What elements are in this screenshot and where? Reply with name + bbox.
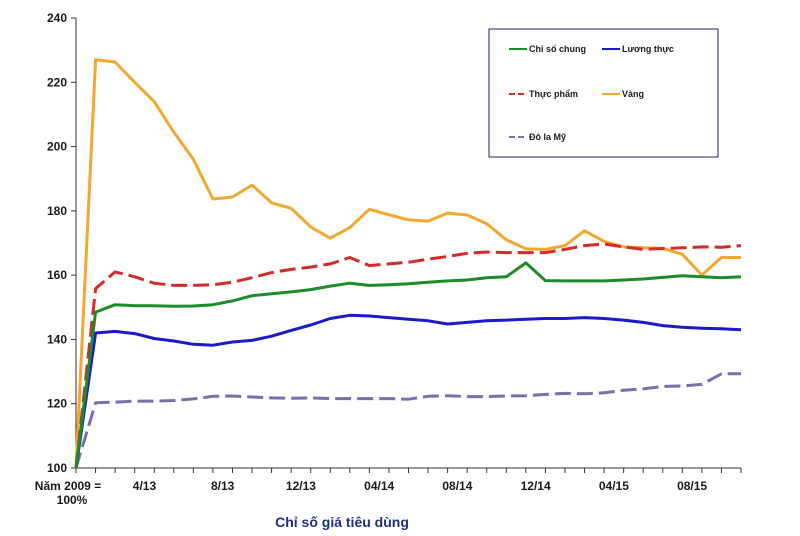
y-tick-label: 140 bbox=[47, 332, 67, 346]
series-line-4 bbox=[74, 372, 741, 469]
axes: 100 120 140 160 180 200 220 240 4/13 8/13 12/13 04/… bbox=[47, 11, 742, 493]
legend-label: Vàng bbox=[622, 89, 644, 99]
series-line-0 bbox=[74, 261, 742, 469]
x-origin-label-line1: Năm 2009 = bbox=[35, 479, 101, 493]
x-origin-label-line2: 100% bbox=[57, 493, 88, 507]
legend-label: Đô la Mỹ bbox=[529, 132, 566, 142]
y-tick-label: 160 bbox=[47, 268, 67, 282]
x-tick-label: 08/15 bbox=[677, 479, 707, 493]
y-tick-label: 240 bbox=[47, 11, 67, 25]
x-tick-label: 08/14 bbox=[442, 479, 472, 493]
x-tick-label: 04/15 bbox=[599, 479, 629, 493]
legend-label: Lương thực bbox=[622, 44, 674, 54]
series-line-1 bbox=[74, 242, 742, 469]
x-tick-label: 4/13 bbox=[133, 479, 157, 493]
x-tick-label: 12/14 bbox=[521, 479, 551, 493]
y-tick-label: 200 bbox=[47, 140, 67, 154]
y-tick-label: 120 bbox=[47, 397, 67, 411]
x-axis-title: Chỉ số giá tiêu dùng bbox=[275, 514, 409, 530]
legend-label: Thực phẩm bbox=[529, 89, 578, 99]
x-tick-label: 8/13 bbox=[211, 479, 235, 493]
legend: Chỉ số chung Lương thực Thực phẩm Vàng Đô la… bbox=[488, 28, 719, 158]
series-line-2 bbox=[74, 313, 742, 469]
y-tick-label: 220 bbox=[47, 75, 67, 89]
legend-label: Chỉ số chung bbox=[529, 44, 586, 54]
series-lines bbox=[74, 58, 742, 469]
y-tick-label: 100 bbox=[47, 461, 67, 475]
x-tick-label: 04/14 bbox=[364, 479, 394, 493]
y-tick-label: 180 bbox=[47, 204, 67, 218]
x-tick-label: 12/13 bbox=[286, 479, 316, 493]
